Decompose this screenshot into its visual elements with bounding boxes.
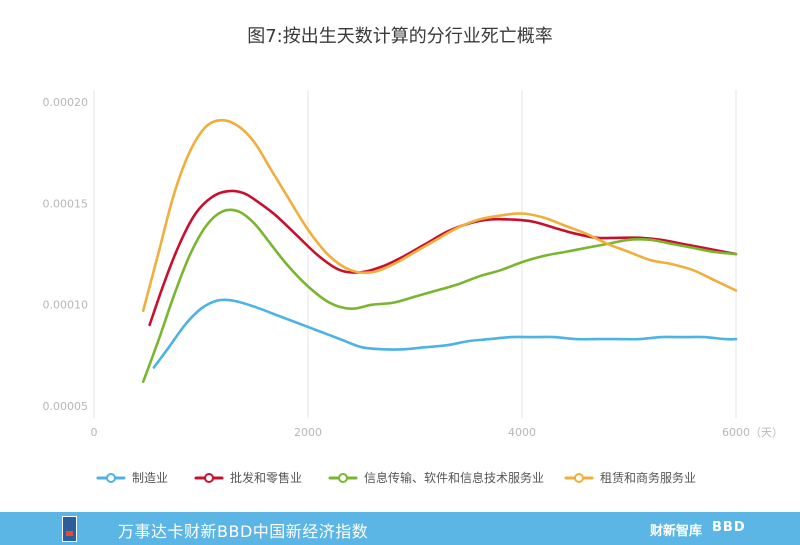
legend-label-0: 制造业 [132, 471, 168, 485]
y-axis-ticks: 0.00005 0.00010 0.00015 0.00020 [43, 96, 89, 413]
x-tick-label-0: 0 [91, 426, 98, 439]
y-tick-label-3: 0.00020 [43, 96, 89, 109]
bbd-logo: BBD [712, 520, 746, 535]
mastercard-card-icon [62, 516, 77, 542]
legend-label-3: 租赁和商务服务业 [600, 470, 696, 485]
series-line-2 [141, 208, 738, 383]
chart-title: 图7:按出生天数计算的分行业死亡概率 [247, 26, 553, 47]
footer-title: 万事达卡财新BBD中国新经济指数 [118, 522, 369, 541]
y-tick-label-0: 0.00005 [43, 400, 89, 413]
y-tick-label-1: 0.00010 [43, 299, 89, 312]
legend: 制造业 批发和零售业 信息传输、软件和信息技术服务业 租赁和商务服务业 [96, 470, 696, 485]
x-tick-label-2: 4000 [508, 426, 536, 439]
footer-banner: 万事达卡财新BBD中国新经济指数 财新智库 BBD [0, 512, 800, 545]
line-chart: 图7:按出生天数计算的分行业死亡概率 0.00005 0.00010 0.00015… [43, 26, 784, 485]
legend-marker-0 [106, 473, 116, 483]
legend-label-1: 批发和零售业 [230, 470, 302, 485]
legend-marker-2 [338, 473, 348, 483]
series-line-0 [152, 298, 738, 369]
x-tick-label-1: 2000 [294, 426, 322, 439]
y-tick-label-2: 0.00015 [43, 197, 89, 210]
x-tick-label-3: 6000 [722, 426, 750, 439]
legend-marker-1 [204, 473, 214, 483]
x-unit-label: （天） [750, 426, 783, 439]
legend-label-2: 信息传输、软件和信息技术服务业 [364, 470, 544, 485]
series-line-1 [148, 189, 738, 327]
series-line-3 [141, 118, 738, 312]
legend-marker-3 [574, 473, 584, 483]
series-lines [141, 118, 738, 383]
x-axis-ticks: 0 2000 4000 6000 [91, 426, 751, 439]
caixin-logo: 财新智库 [650, 524, 703, 539]
